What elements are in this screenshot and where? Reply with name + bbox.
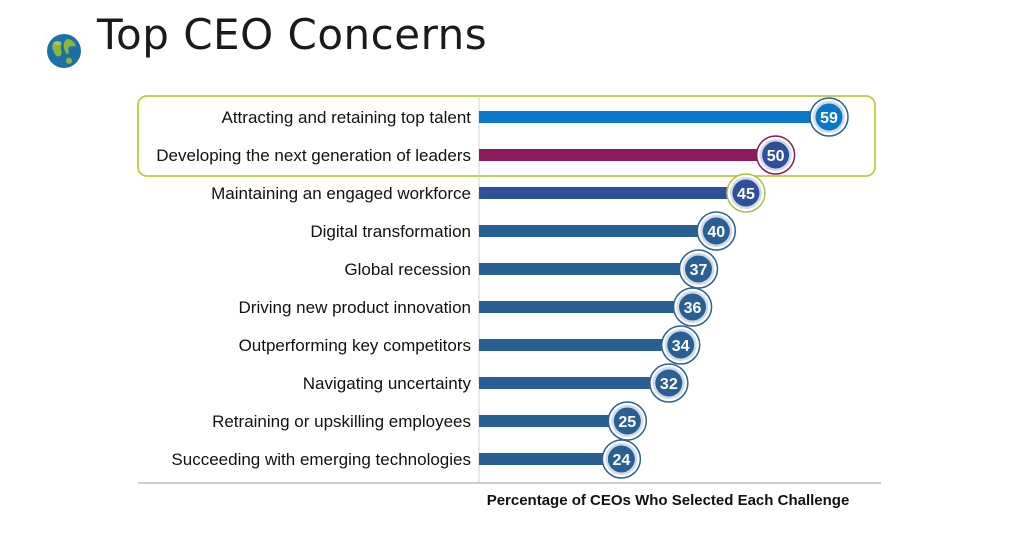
value-label: 45 (737, 186, 755, 203)
bar (479, 187, 746, 199)
value-badge (655, 369, 683, 397)
value-badge (702, 217, 730, 245)
page-title: Top CEO Concerns (97, 10, 488, 59)
category-label: Digital transformation (310, 222, 471, 241)
value-label: 34 (672, 338, 690, 355)
value-badge (679, 293, 707, 321)
value-badge (613, 407, 641, 435)
value-badge (667, 331, 695, 359)
value-label: 50 (767, 148, 785, 165)
category-label: Developing the next generation of leader… (156, 146, 471, 165)
value-label: 24 (612, 452, 630, 469)
bar (479, 301, 693, 313)
value-label: 40 (707, 224, 725, 241)
bar (479, 415, 628, 427)
category-label: Driving new product innovation (239, 298, 471, 317)
category-label: Maintaining an engaged workforce (211, 184, 471, 203)
value-label: 37 (690, 262, 708, 279)
bar (479, 339, 681, 351)
category-label: Global recession (344, 260, 471, 279)
bar (479, 149, 776, 161)
bar (479, 225, 717, 237)
bar (479, 377, 669, 389)
globe-icon (45, 32, 83, 70)
value-badge (684, 255, 712, 283)
category-label: Outperforming key competitors (239, 336, 471, 355)
bar (479, 453, 622, 465)
category-label: Succeeding with emerging technologies (171, 450, 471, 469)
value-label: 59 (820, 110, 838, 127)
highlight-box (137, 95, 876, 177)
value-badge (762, 141, 790, 169)
category-label: Retraining or upskilling employees (212, 412, 471, 431)
category-label: Attracting and retaining top talent (222, 108, 472, 127)
value-label: 36 (684, 300, 702, 317)
category-label: Navigating uncertainty (303, 374, 472, 393)
value-label: 32 (660, 376, 678, 393)
value-badge (607, 445, 635, 473)
value-label: 25 (618, 414, 636, 431)
value-badge (732, 179, 760, 207)
bar (479, 111, 829, 123)
x-axis-title: Percentage of CEOs Who Selected Each Cha… (487, 492, 850, 509)
bar (479, 263, 699, 275)
value-badge (815, 103, 843, 131)
